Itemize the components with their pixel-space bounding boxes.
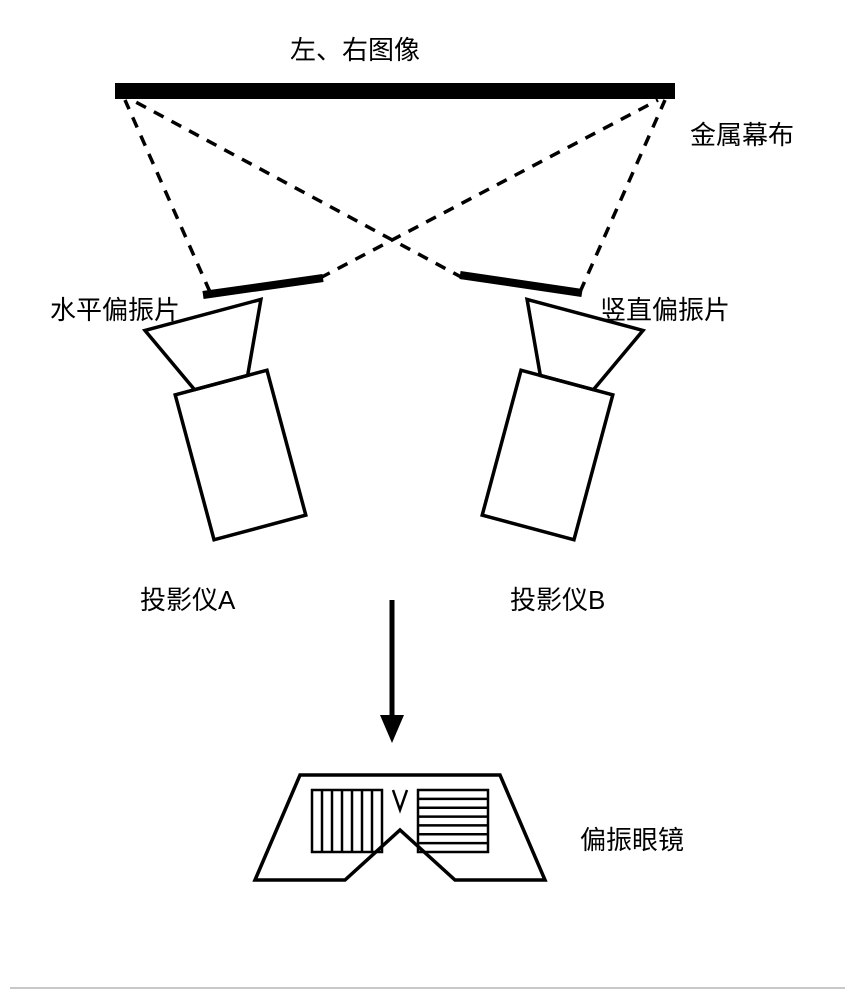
polarizer-right-label: 竖直偏振片	[600, 290, 730, 327]
projector-b-body	[482, 370, 613, 539]
beam-line	[132, 100, 463, 278]
horizontal-polarizer	[203, 278, 323, 295]
screen-label: 金属幕布	[690, 115, 794, 152]
beam-line	[580, 100, 665, 292]
projector-a-label: 投影仪A	[140, 580, 235, 617]
glasses-bridge	[393, 790, 407, 810]
projector-b	[470, 299, 643, 543]
polarized-glasses-frame	[255, 775, 545, 880]
title-top: 左、右图像	[290, 30, 420, 67]
metal-screen	[115, 83, 675, 99]
vertical-polarizer	[460, 275, 582, 293]
beam-line	[320, 100, 658, 278]
arrow-head-icon	[380, 715, 404, 743]
beam-line	[125, 100, 210, 292]
polarizer-left-label: 水平偏振片	[50, 290, 180, 327]
projector-b-label: 投影仪B	[510, 580, 605, 617]
glasses-label: 偏振眼镜	[580, 820, 684, 857]
projector-a-body	[175, 370, 306, 539]
projector-a	[145, 299, 318, 543]
